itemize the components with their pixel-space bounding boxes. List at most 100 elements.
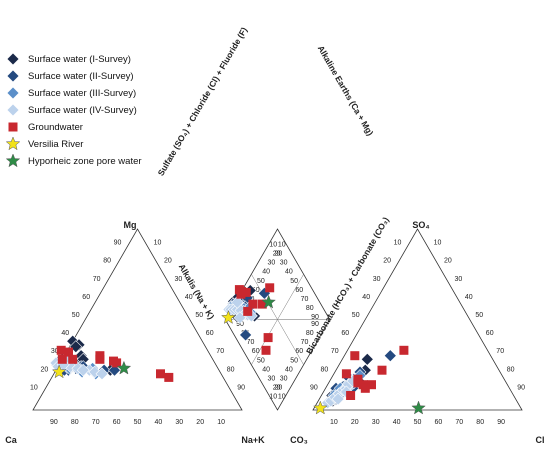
cation-left-tick-label: 20 <box>41 366 49 373</box>
cation-right-tick-label: 20 <box>164 258 172 265</box>
cation-bottom-tick-label: 40 <box>155 419 163 426</box>
anion-top-label: SO₄ <box>412 220 429 230</box>
cation-bottom-tick-label: 60 <box>113 419 121 426</box>
legend-swatch-diamond-icon <box>6 52 20 66</box>
anion-left-tick-label: 60 <box>341 330 349 337</box>
diamond-upper-right-tick-label: 10 <box>269 242 277 249</box>
cation-left-tick-label: 10 <box>30 384 38 391</box>
cation-left-tick-label: 50 <box>72 312 80 319</box>
diamond-lower-left-tick-label: 60 <box>252 348 260 355</box>
legend-swatch-star-icon <box>6 154 20 168</box>
anion-right-tick-label: 30 <box>455 276 463 283</box>
diamond-lower-left-tick-label: 10 <box>278 394 286 401</box>
anion-bottom-tick-label: 10 <box>330 419 338 426</box>
anion-right-tick-label: 40 <box>465 294 473 301</box>
legend-swatch-star-icon <box>6 137 20 151</box>
legend-swatch-diamond-icon <box>6 103 20 117</box>
diamond-upper-left-tick-label: 10 <box>278 242 286 249</box>
cation-bottom-tick-label: 80 <box>71 419 79 426</box>
cation-triangle <box>32 228 243 411</box>
diamond-divider-b <box>251 274 304 365</box>
legend-label: Surface water (III-Survey) <box>28 87 137 99</box>
groundwater-anion-point <box>360 383 370 393</box>
cation-bottom-tick-label: 50 <box>134 419 142 426</box>
diamond-upper-left-tick-label: 20 <box>273 251 281 258</box>
anion-left-tick-label: 10 <box>394 240 402 247</box>
anion-left-tick-label: 30 <box>373 276 381 283</box>
cation-left-tick-label: 30 <box>51 348 59 355</box>
diamond-lower-right-tick-label: 40 <box>285 366 293 373</box>
anion-bottom-tick-label: 50 <box>414 419 422 426</box>
anion-left-label: CO₃ <box>290 435 308 445</box>
diamond-lower-left-tick-label: 40 <box>262 366 270 373</box>
legend: Surface water (I-Survey) Surface water (I… <box>6 51 176 170</box>
diamond-lower-right-tick-label: 60 <box>295 348 303 355</box>
diamond-upper-right-tick-label: 80 <box>306 305 314 312</box>
anion-left-tick-label: 90 <box>310 384 318 391</box>
groundwater-anion-point <box>350 351 360 361</box>
diamond-lower-left-tick-label: 50 <box>257 357 265 364</box>
anion-left-tick-label: 80 <box>321 366 329 373</box>
anion-bottom-tick-label: 60 <box>435 419 443 426</box>
anion-left-tick-label: 70 <box>331 348 339 355</box>
anion-right-tick-label: 10 <box>434 240 442 247</box>
cation-bottom-tick-label: 10 <box>217 419 225 426</box>
versilia-river-diamond-point <box>221 309 236 324</box>
cation-right-tick-label: 40 <box>185 294 193 301</box>
legend-label: Surface water (I-Survey) <box>28 53 131 65</box>
hyporheic-zone-pore-water-anion-point <box>411 400 426 415</box>
diamond-upper-left-tick-label: 40 <box>262 269 270 276</box>
anion-right-tick-label: 50 <box>475 312 483 319</box>
diamond-lower-right-tick-label: 30 <box>280 375 288 382</box>
diamond-lower-left-tick-label: 70 <box>247 339 255 346</box>
cation-bottom-tick-label: 70 <box>92 419 100 426</box>
cation-left-tick-label: 80 <box>103 258 111 265</box>
groundwater-anion-point <box>399 345 409 355</box>
surface-water-i-survey-anion-point <box>360 352 374 366</box>
legend-item-surface-water-iii-survey: Surface water (III-Survey) <box>6 85 176 101</box>
diamond-upper-right-tick-label: 30 <box>280 260 288 267</box>
groundwater-diamond-point <box>263 333 273 343</box>
legend-marker-surface-water-iv-survey <box>6 103 20 117</box>
legend-swatch-square-icon <box>8 122 18 132</box>
diamond-upper-right-tick-label: 50 <box>290 278 298 285</box>
groundwater-diamond-point <box>257 299 267 309</box>
diamond-lower-right-tick-label: 70 <box>301 339 309 346</box>
legend-marker-surface-water-i-survey <box>6 52 20 66</box>
anion-bottom-tick-label: 70 <box>455 419 463 426</box>
surface-water-ii-survey-diamond-point <box>239 328 253 342</box>
anion-right-tick-label: 20 <box>444 258 452 265</box>
cation-right-tick-label: 90 <box>237 384 245 391</box>
anion-left-tick-label: 20 <box>383 258 391 265</box>
groundwater-cation-point <box>109 356 118 366</box>
groundwater-cation-point <box>64 347 73 357</box>
anion-bottom-tick-label: 80 <box>476 419 484 426</box>
cation-right-label: Na+K <box>241 435 265 445</box>
cation-left-tick-label: 70 <box>93 276 101 283</box>
groundwater-diamond-point <box>248 299 258 309</box>
hyporheic-zone-pore-water-cation-point <box>116 360 132 375</box>
diamond-lower-right-tick-label: 80 <box>306 330 314 337</box>
diamond-upper-left-tick-label: 30 <box>268 260 276 267</box>
groundwater-diamond-point <box>243 306 253 316</box>
diamond-lower-right-tick-label: 90 <box>311 321 319 328</box>
cation-bottom-tick-label: 90 <box>50 419 58 426</box>
anion-left-tick-label: 50 <box>352 312 360 319</box>
legend-item-groundwater: Groundwater <box>6 119 176 135</box>
anion-bottom-tick-label: 90 <box>497 419 505 426</box>
diamond-upper-right-tick-label: 70 <box>301 296 309 303</box>
cation-left-tick-label: 90 <box>114 240 122 247</box>
legend-marker-groundwater <box>8 122 18 132</box>
versilia-river-cation-point <box>51 364 67 379</box>
legend-marker-versilia-river <box>6 137 20 151</box>
diamond-lower-right-tick-label: 20 <box>275 384 283 391</box>
diamond-lower-left-tick-label: 20 <box>273 384 281 391</box>
groundwater-cation-point <box>156 369 165 379</box>
legend-label: Hyporheic zone pore water <box>28 155 142 167</box>
anion-right-tick-label: 70 <box>496 348 504 355</box>
cation-right-tick-label: 80 <box>227 366 235 373</box>
cation-left-label: Ca <box>5 435 17 445</box>
groundwater-cation-point <box>57 354 67 364</box>
legend-marker-surface-water-ii-survey <box>6 69 20 83</box>
